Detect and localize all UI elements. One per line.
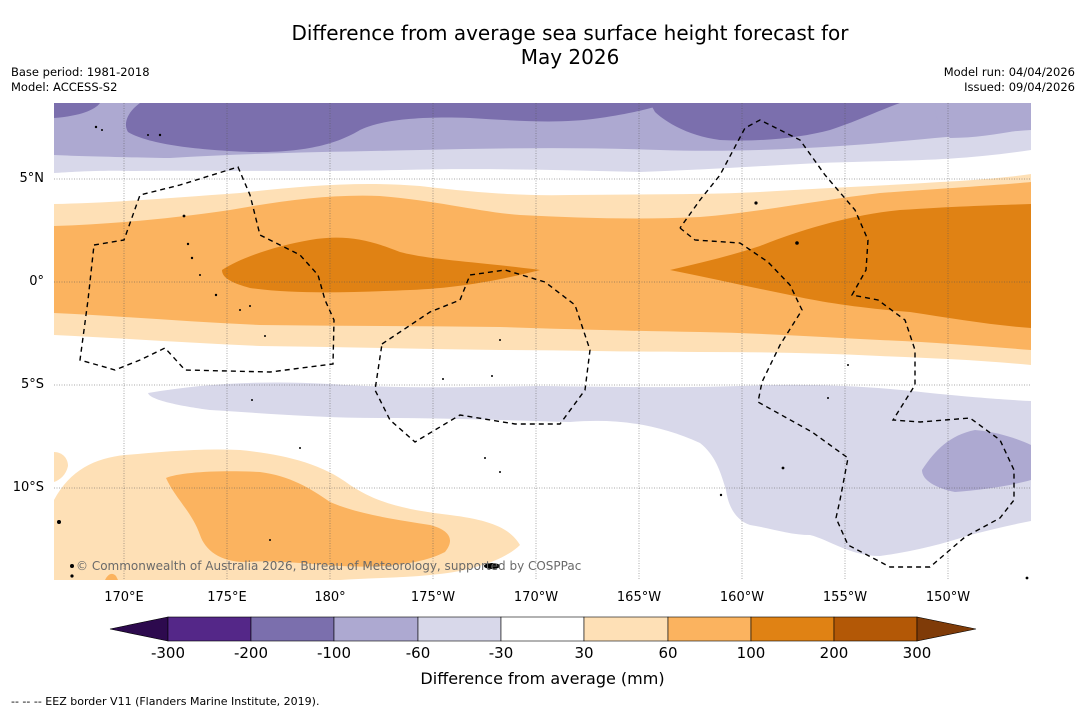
island	[795, 241, 799, 245]
island	[491, 375, 493, 377]
eez-phoenix	[374, 269, 591, 443]
colorbar-bin-pos30-60	[583, 616, 669, 642]
map-area: © Commonwealth of Australia 2026, Bureau…	[54, 103, 1031, 580]
issued-date: Issued: 09/04/2026	[964, 80, 1075, 94]
colorbar-bin-pos200-300	[833, 616, 918, 642]
model-name: Model: ACCESS-S2	[11, 80, 118, 94]
contour-neg60-30-south	[148, 382, 1031, 556]
colorbar-over	[916, 616, 977, 642]
colorbar	[109, 616, 977, 642]
colorbar-bin-neg60-30	[417, 616, 502, 642]
eez-kiribati-gilbert	[79, 166, 335, 373]
meta-left: Base period: 1981-2018 Model: ACCESS-S2	[11, 65, 150, 95]
island	[147, 134, 149, 136]
lon-label-175w: 175°W	[410, 590, 456, 605]
colorbar-tick: -30	[488, 644, 514, 662]
colorbar-bin-pos60-100	[667, 616, 752, 642]
island	[484, 457, 486, 459]
island	[190, 256, 194, 260]
island	[101, 129, 103, 131]
island	[269, 539, 271, 541]
contour-pos100-200-west	[222, 237, 540, 293]
island	[94, 125, 98, 129]
island	[239, 309, 241, 311]
colorbar-tick: 300	[902, 644, 932, 662]
contour-neg200-100-north-a	[54, 103, 665, 153]
island	[199, 274, 201, 276]
colorbar-title: Difference from average (mm)	[420, 669, 665, 688]
island	[182, 214, 186, 218]
colorbar-tick: 100	[736, 644, 766, 662]
lon-label-175e: 175°E	[207, 590, 247, 605]
island	[251, 399, 253, 401]
contour-pos60-100-equator	[54, 182, 1031, 350]
colorbar-bin-neg300-200	[167, 616, 252, 642]
island	[499, 471, 501, 473]
contour-neg200-100-north-d	[54, 103, 100, 118]
island	[70, 564, 74, 568]
colorbar-tick: -100	[316, 644, 352, 662]
colorbar-tick: -60	[405, 644, 431, 662]
island	[158, 133, 162, 137]
contour-pos100-200-east	[670, 204, 1031, 328]
lon-label-150w: 150°W	[925, 590, 971, 605]
island	[442, 378, 444, 380]
island	[299, 447, 301, 449]
islands	[57, 125, 1029, 580]
meta-right: Model run: 04/04/2026 Issued: 09/04/2026	[944, 65, 1075, 95]
lon-label-160w: 160°W	[719, 590, 765, 605]
contour-neg200-100-north-c	[935, 103, 1031, 138]
contour-pos60-100-tiny	[105, 573, 118, 580]
contour-pos60-100-southwest	[166, 471, 450, 567]
eez-legend-note: -- -- -- EEZ border V11 (Flanders Marine…	[11, 695, 320, 708]
island	[719, 493, 723, 497]
colorbar-bin-pos100-200	[750, 616, 835, 642]
island	[70, 574, 74, 578]
lat-label-0: 0°	[29, 274, 44, 289]
lat-label-5n: 5°N	[19, 171, 45, 186]
colorbar-tick: 30	[574, 644, 594, 662]
island	[754, 201, 758, 205]
lon-label-170e: 170°E	[104, 590, 144, 605]
model-run: Model run: 04/04/2026	[943, 65, 1075, 79]
map-title-line2: May 2026	[520, 45, 620, 69]
contour-pos30-60-small	[54, 452, 68, 482]
eez-borders	[79, 119, 1015, 568]
island	[186, 242, 190, 246]
lon-label-180: 180°	[314, 590, 346, 605]
island	[264, 335, 266, 337]
contour-neg100-60-south	[922, 430, 1031, 492]
colorbar-tick: 200	[819, 644, 849, 662]
island	[827, 397, 829, 399]
gridlines	[54, 103, 1031, 580]
colorbar-tick: 60	[658, 644, 678, 662]
map-title-line1: Difference from average sea surface heig…	[291, 21, 849, 45]
island	[484, 563, 500, 569]
island	[249, 305, 251, 307]
base-period: Base period: 1981-2018	[11, 65, 150, 79]
colorbar-bin-neg200-100	[250, 616, 335, 642]
map-title: Difference from average sea surface heig…	[0, 21, 1085, 69]
colorbar-tick: -200	[233, 644, 269, 662]
island	[214, 293, 218, 297]
lon-label-155w: 155°W	[822, 590, 868, 605]
lon-label-170w: 170°W	[513, 590, 559, 605]
island	[499, 339, 501, 341]
lon-label-165w: 165°W	[616, 590, 662, 605]
island	[57, 520, 61, 524]
lat-label-10s: 10°S	[12, 480, 44, 495]
colorbar-tick: -300	[150, 644, 186, 662]
island	[847, 364, 849, 366]
lat-label-5s: 5°S	[20, 377, 44, 392]
colorbar-bin-neutral	[500, 616, 585, 642]
colorbar-bin-neg100-60	[333, 616, 419, 642]
colorbar-under	[109, 616, 169, 642]
attribution-credit: © Commonwealth of Australia 2026, Bureau…	[76, 559, 581, 573]
contour-neg200-100-north-b	[650, 103, 900, 141]
island	[1025, 576, 1029, 580]
island	[781, 466, 785, 470]
